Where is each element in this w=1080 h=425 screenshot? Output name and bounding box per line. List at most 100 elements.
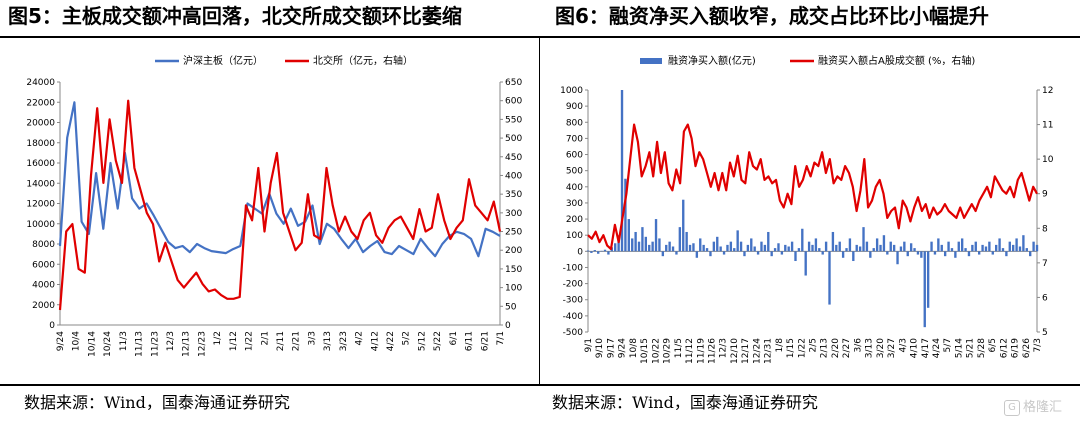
fig6-bar xyxy=(899,246,903,252)
fig6-left-tick-label: -300 xyxy=(563,296,584,306)
fig6-bar xyxy=(780,251,784,255)
fig6-bar xyxy=(654,219,658,252)
fig6-bar xyxy=(675,251,678,255)
fig6-x-tick-label: 11/12 xyxy=(685,338,695,364)
fig6-bar xyxy=(624,178,627,252)
fig5-x-tick-label: 1/22 xyxy=(245,331,255,351)
fig6-right-tick-label: 6 xyxy=(1042,293,1048,303)
fig6-left-tick-label: 100 xyxy=(566,231,583,241)
fig5-right-tick-label: 200 xyxy=(505,246,522,256)
fig6-left-tick-label: 200 xyxy=(566,215,583,225)
fig5-right-tick-label: 550 xyxy=(505,115,522,125)
fig6-bar xyxy=(984,246,988,252)
fig6-bar xyxy=(916,251,920,255)
fig6-bar xyxy=(586,250,590,252)
fig6-bar xyxy=(879,244,882,252)
fig6-x-tick-label: 5/28 xyxy=(977,338,987,358)
fig5-left-tick-label: 20000 xyxy=(26,119,55,129)
fig5-legend-label-1: 沪深主板（亿元） xyxy=(183,54,263,67)
fig5-x-tick-label: 12/13 xyxy=(182,331,192,357)
fig6-left-tick-label: 700 xyxy=(566,134,583,144)
fig6-bar xyxy=(644,236,648,252)
figure5-chart: 0200040006000800010000120001400016000180… xyxy=(26,54,522,357)
fig5-left-tick-label: 16000 xyxy=(26,159,55,169)
watermark-text: 格隆汇 xyxy=(1023,400,1063,415)
figure6-title: 图6：融资净买入额收窄，成交占比环比小幅提升 xyxy=(555,4,989,28)
fig6-x-tick-label: 3/27 xyxy=(887,338,897,358)
fig6-bar xyxy=(930,241,933,252)
fig6-x-tick-label: 9/17 xyxy=(606,338,616,358)
figure5-title: 图5：主板成交额冲高回落，北交所成交额环比萎缩 xyxy=(8,4,462,28)
fig5-x-tick-label: 3/23 xyxy=(339,331,349,351)
fig6-left-tick-label: -500 xyxy=(563,328,584,338)
fig6-legend-swatch-1 xyxy=(640,58,662,64)
fig5-left-tick-label: 18000 xyxy=(26,139,55,149)
fig6-bar xyxy=(1005,251,1008,257)
fig6-x-tick-label: 5/14 xyxy=(954,338,964,358)
fig6-right-tick-label: 12 xyxy=(1042,86,1053,96)
fig5-right-tick-label: 500 xyxy=(505,134,522,144)
fig6-bar xyxy=(828,251,831,305)
top-rule xyxy=(0,36,1080,38)
fig6-bar xyxy=(746,244,750,252)
fig6-bar xyxy=(998,238,1001,252)
fig6-x-tick-label: 3/20 xyxy=(876,338,886,358)
fig6-bar xyxy=(699,238,702,252)
fig6-x-tick-label: 12/3 xyxy=(719,338,729,358)
fig6-bar xyxy=(665,244,668,252)
fig5-x-tick-label: 7/1 xyxy=(496,331,506,345)
fig6-bar xyxy=(661,251,665,257)
fig6-right-tick-label: 11 xyxy=(1042,121,1053,131)
fig6-bar xyxy=(692,243,695,252)
fig6-bar xyxy=(957,241,960,252)
fig5-right-tick-label: 300 xyxy=(505,209,522,219)
fig6-x-tick-label: 4/17 xyxy=(921,338,931,358)
fig6-x-tick-label: 10/22 xyxy=(651,338,661,364)
fig6-bar xyxy=(964,248,967,252)
fig5-x-tick-label: 12/3 xyxy=(166,331,176,351)
fig6-bar xyxy=(739,241,743,252)
fig5-x-tick-label: 1/2 xyxy=(213,331,223,345)
fig5-series-line-1 xyxy=(58,101,501,258)
fig6-right-tick-label: 10 xyxy=(1042,155,1054,165)
fig6-bar xyxy=(733,248,736,252)
fig6-bar xyxy=(950,248,954,252)
fig5-right-tick-label: 400 xyxy=(505,171,522,181)
fig6-bar xyxy=(940,244,943,252)
fig5-x-tick-label: 3/13 xyxy=(323,331,333,351)
fig6-x-tick-label: 2/5 xyxy=(809,338,819,352)
fig5-x-tick-label: 6/11 xyxy=(465,331,475,351)
fig6-bar xyxy=(797,248,801,252)
fig6-bar xyxy=(1012,244,1015,252)
fig6-right-tick-label: 8 xyxy=(1042,224,1048,234)
fig6-bar xyxy=(886,251,889,255)
fig6-bar xyxy=(977,251,981,255)
fig6-bar xyxy=(641,227,644,252)
fig6-x-tick-label: 11/19 xyxy=(696,338,706,364)
fig5-left-tick-label: 4000 xyxy=(32,281,55,291)
fig6-left-tick-label: 500 xyxy=(566,167,583,177)
fig6-bar xyxy=(685,231,688,252)
fig6-x-tick-label: 5/7 xyxy=(943,338,953,352)
fig6-bar xyxy=(967,251,971,257)
fig5-x-tick-label: 3/3 xyxy=(307,331,317,345)
fig6-x-tick-label: 6/5 xyxy=(988,338,998,352)
fig5-right-tick-label: 600 xyxy=(505,97,522,107)
fig5-right-tick-label: 450 xyxy=(505,153,522,163)
fig6-bar xyxy=(848,238,852,252)
fig6-bar xyxy=(1015,238,1018,252)
fig5-x-tick-label: 2/21 xyxy=(292,331,302,351)
fig6-bar xyxy=(892,244,896,252)
fig6-x-tick-label: 1/22 xyxy=(797,338,807,358)
fig6-bar xyxy=(705,248,709,252)
fig5-left-tick-label: 22000 xyxy=(26,98,55,108)
fig6-x-tick-label: 7/3 xyxy=(1033,338,1043,352)
fig6-left-tick-label: 400 xyxy=(566,183,583,193)
fig6-x-tick-label: 3/13 xyxy=(865,338,875,358)
fig5-right-tick-label: 350 xyxy=(505,190,522,200)
fig6-bar xyxy=(770,251,773,257)
fig6-bar xyxy=(903,241,906,252)
fig5-x-tick-label: 11/3 xyxy=(119,331,129,351)
fig6-bar xyxy=(831,231,835,252)
fig6-bar xyxy=(981,244,984,252)
